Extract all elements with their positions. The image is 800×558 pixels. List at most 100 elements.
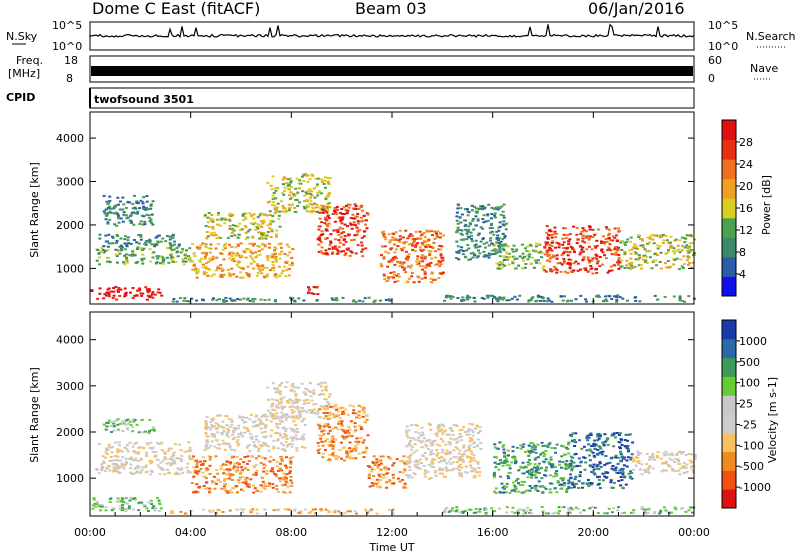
heatmap-cell	[489, 224, 493, 227]
heatmap-cell	[323, 440, 327, 443]
heatmap-cell	[524, 263, 528, 265]
heatmap-cell	[547, 229, 551, 232]
heatmap-cell	[492, 233, 496, 236]
heatmap-cell	[251, 258, 255, 261]
heatmap-cell	[320, 204, 324, 207]
heatmap-cell	[656, 254, 659, 256]
heatmap-cell	[158, 473, 162, 476]
heatmap-cell	[455, 231, 458, 234]
heatmap-cell	[348, 510, 352, 513]
heatmap-cell	[591, 228, 595, 231]
heatmap-cell	[393, 255, 397, 258]
heatmap-cell	[373, 464, 377, 467]
heatmap-cell	[404, 445, 408, 448]
heatmap-cell	[111, 236, 115, 239]
heatmap-cell	[493, 243, 497, 246]
heatmap-cell	[542, 299, 546, 302]
heatmap-cell	[567, 479, 571, 482]
heatmap-cell	[128, 254, 132, 257]
heatmap-cell	[618, 446, 622, 449]
heatmap-cell	[311, 411, 315, 414]
heatmap-cell	[302, 205, 306, 208]
heatmap-cell	[545, 466, 548, 469]
heatmap-cell	[241, 267, 245, 270]
heatmap-cell	[285, 466, 289, 469]
heatmap-cell	[667, 266, 671, 269]
heatmap-cell	[128, 441, 132, 444]
heatmap-cell	[318, 235, 322, 238]
heatmap-cell	[689, 234, 693, 237]
heatmap-cell	[459, 435, 463, 438]
heatmap-cell	[415, 263, 419, 266]
heatmap-cell	[381, 245, 384, 248]
heatmap-cell	[628, 249, 632, 252]
heatmap-cell	[335, 206, 339, 208]
heatmap-cell	[520, 267, 524, 270]
heatmap-cell	[118, 294, 122, 297]
heatmap-cell	[307, 390, 311, 393]
heatmap-cell	[217, 212, 220, 214]
heatmap-cell	[689, 235, 693, 238]
heatmap-cell	[495, 241, 499, 244]
heatmap-cell	[601, 450, 605, 453]
noise-trace	[89, 23, 695, 39]
heatmap-cell	[244, 212, 248, 215]
heatmap-cell	[339, 512, 343, 515]
heatmap-cell	[545, 259, 549, 262]
heatmap-cell	[160, 467, 164, 470]
heatmap-cell	[276, 426, 280, 429]
heatmap-cell	[574, 298, 578, 301]
heatmap-cell	[142, 205, 145, 208]
nsky-tick-top: 10^5	[52, 19, 82, 32]
heatmap-cell	[458, 455, 462, 458]
heatmap-cell	[373, 482, 377, 485]
heatmap-cell	[534, 451, 538, 454]
heatmap-cell	[540, 467, 543, 470]
heatmap-cell	[416, 463, 420, 466]
heatmap-cell	[633, 296, 637, 299]
heatmap-cell	[225, 473, 229, 476]
heatmap-cell	[222, 472, 226, 475]
heatmap-cell	[248, 228, 252, 231]
heatmap-cell	[272, 269, 276, 272]
heatmap-cell	[105, 240, 109, 243]
heatmap-cell	[268, 210, 272, 213]
heatmap-cell	[195, 483, 199, 486]
heatmap-cell	[387, 298, 391, 301]
heatmap-cell	[258, 214, 262, 217]
heatmap-cell	[442, 475, 446, 478]
heatmap-cell	[166, 468, 169, 471]
heatmap-cell	[352, 405, 356, 408]
heatmap-cell	[212, 425, 216, 428]
heatmap-cell	[402, 455, 406, 458]
heatmap-cell	[220, 432, 224, 435]
heatmap-cell	[483, 206, 487, 209]
heatmap-cell	[205, 253, 208, 256]
heatmap-cell	[344, 408, 348, 411]
heatmap-cell	[275, 461, 279, 464]
heatmap-cell	[342, 243, 346, 246]
heatmap-cell	[102, 423, 106, 426]
heatmap-cell	[494, 487, 498, 490]
heatmap-cell	[269, 219, 273, 222]
heatmap-cell	[436, 230, 440, 233]
heatmap-cell	[340, 457, 343, 460]
heatmap-cell	[272, 417, 276, 420]
heatmap-cell	[678, 239, 682, 242]
heatmap-cell	[592, 454, 596, 457]
heatmap-cell	[328, 177, 332, 180]
heatmap-cell	[604, 299, 608, 302]
heatmap-cell	[209, 421, 213, 424]
heatmap-cell	[617, 479, 621, 482]
heatmap-cell	[640, 506, 644, 509]
heatmap-cell	[568, 481, 572, 484]
heatmap-cell	[358, 299, 361, 302]
heatmap-cell	[339, 422, 343, 425]
heatmap-cell	[403, 266, 407, 269]
heatmap-cell	[349, 450, 353, 453]
heatmap-cell	[429, 441, 433, 444]
heatmap-cell	[170, 249, 174, 251]
heatmap-cell	[493, 216, 497, 219]
heatmap-cell	[291, 456, 295, 459]
heatmap-cell	[408, 465, 412, 468]
